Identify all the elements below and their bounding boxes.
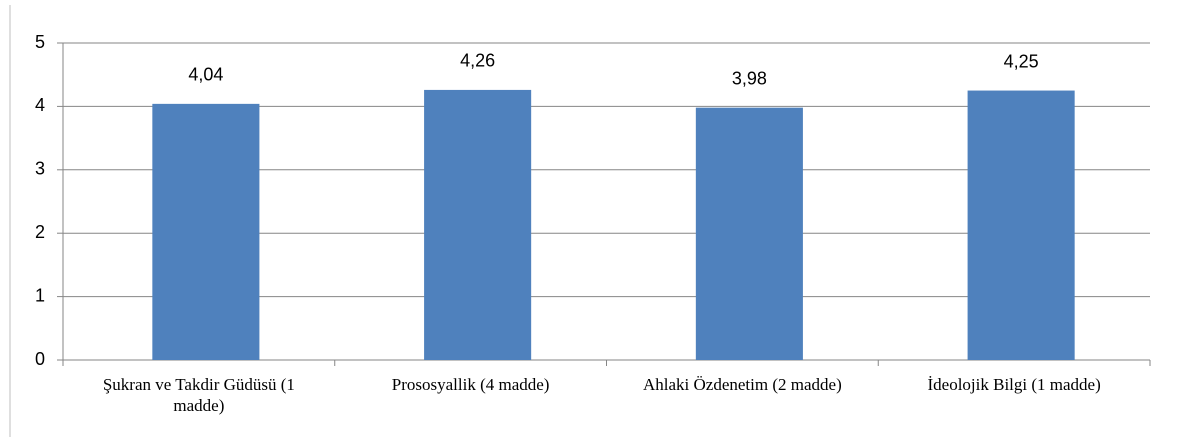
bar [967,90,1075,361]
y-tick-label: 2 [35,222,45,242]
y-tick-label: 5 [35,32,45,52]
value-label: 4,04 [188,65,223,85]
y-tick-label: 4 [35,95,45,115]
y-tick-label: 0 [35,349,45,369]
x-tick-label: Ahlaki Özdenetim (2 madde) [643,375,842,394]
x-tick-label: Prososyallik (4 madde) [391,375,550,394]
value-label: 4,25 [1004,51,1039,71]
x-tick-label: Şukran ve Takdir Güdüsü (1 madde) [102,375,295,415]
y-tick-label: 3 [35,159,45,179]
y-tick-label: 1 [35,285,45,305]
value-label: 4,26 [460,51,495,71]
bar [424,89,532,360]
value-label: 3,98 [732,68,767,88]
bar [152,103,260,360]
bar [695,107,803,360]
x-tick-label: İdeolojik Bilgi (1 madde) [927,375,1101,394]
